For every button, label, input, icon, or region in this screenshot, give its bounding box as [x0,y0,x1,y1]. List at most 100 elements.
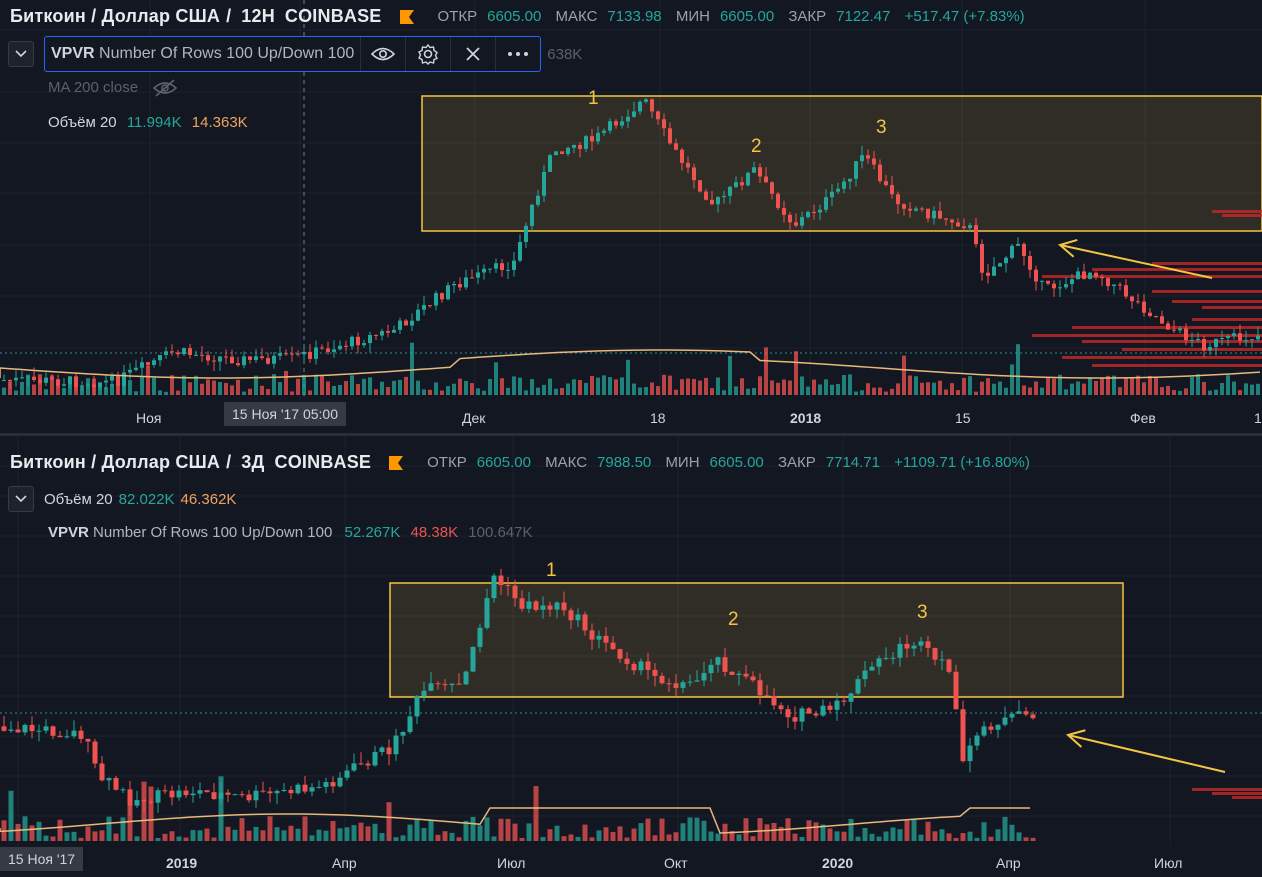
interval-label[interactable]: 3Д [241,452,265,472]
vpvr-legend-row: VPVR Number Of Rows 100 Up/Down 100 638K [8,36,582,72]
candle-body [182,348,186,355]
candle-body [662,119,666,129]
candle-body [1136,301,1140,303]
volume-label[interactable]: Объём 20 [44,490,113,508]
flag-icon[interactable] [387,455,405,471]
volume-bar [68,379,72,395]
vpvr-legend[interactable]: VPVR Number Of Rows 100 Up/Down 100 52.2… [48,524,533,541]
pane-divider[interactable] [0,433,1262,436]
candle-body [740,182,744,186]
candle-body [281,789,287,792]
volume-profile-bar [1032,334,1262,337]
volume-bar [64,832,70,841]
x-tick: Апр [996,855,1021,871]
volume-bar [176,390,180,395]
volume-bar [974,837,980,841]
candle-body [44,377,48,383]
candle-body [1154,315,1158,317]
volume-bar [512,376,516,395]
volume-bar [344,381,348,395]
volume-bar [356,384,360,395]
candle-body [254,356,258,360]
candle-body [524,225,528,243]
volume-bar [946,833,952,841]
candle-body [686,162,690,168]
candle-body [956,222,960,227]
candle-body [710,199,714,205]
more-options-button[interactable] [495,37,540,71]
symbol-title[interactable]: Биткоин / Доллар США [10,6,221,26]
flag-icon[interactable] [398,9,416,25]
candle-body [393,735,399,755]
volume-bar [141,781,147,841]
volume-bar [206,379,210,395]
candle-body [862,670,868,680]
moving-average-line [0,807,1030,834]
candle-body [494,263,498,269]
price-plot-12h[interactable] [0,0,1262,433]
volume-bar [225,826,231,841]
volume-bar [170,375,174,395]
volume-bar [904,820,910,841]
volume-bar [589,837,595,841]
volume-bar [986,378,990,395]
change-value: +517.47 (+7.83%) [904,8,1025,25]
x-tick: 1 [1254,410,1262,426]
ma-label: MA 200 close [48,78,139,96]
chart-pane-3d[interactable]: Биткоин / Доллар США / 3Д COINBASE ОТКР 6… [0,436,1262,877]
vpvr-indicator-legend[interactable]: VPVR Number Of Rows 100 Up/Down 100 [44,36,542,72]
remove-indicator-button[interactable] [450,37,495,71]
volume-bar [20,381,24,395]
candle-body [980,244,984,273]
volume-bar [980,381,984,395]
candle-body [128,369,132,373]
volume-bar [1112,375,1116,395]
volume-bar [944,389,948,395]
candle-body [824,197,828,210]
candle-body [266,358,270,364]
candle-body [638,661,644,671]
volume-bar [883,831,889,841]
candle-body [1002,717,1008,725]
candle-body [330,782,336,787]
candle-body [295,784,301,794]
symbol-title[interactable]: Биткоин / Доллар США [10,452,221,472]
candle-body [272,355,276,364]
volume-bar [393,837,399,841]
settings-button[interactable] [405,37,450,71]
candle-body [278,353,282,356]
volume-bar [716,377,720,395]
volume-bar [603,827,609,841]
candle-body [484,598,490,628]
volume-legend[interactable]: Объём 20 11.994K 14.363K [48,114,248,131]
time-axis-bg [0,400,1262,433]
eye-hidden-icon[interactable] [152,78,178,98]
candle-body [1082,271,1086,279]
candle-body [246,794,252,801]
x-tick: 2020 [822,855,854,871]
candle-body [692,167,696,181]
volume-profile-bar [1172,300,1262,303]
candle-body [1208,347,1212,351]
volume-bar [1142,382,1146,395]
candle-body [968,225,972,229]
price-plot-3d[interactable] [0,436,1262,877]
volume-bar [505,818,511,841]
volume-bar [71,831,77,841]
candle-body [1130,296,1134,302]
chart-pane-12h[interactable]: Биткоин / Доллар США / 12H COINBASE ОТКР… [0,0,1262,433]
volume-bar [812,379,816,395]
ma-legend[interactable]: MA 200 close [48,78,178,98]
visibility-button[interactable] [360,37,405,71]
interval-label[interactable]: 12H [241,6,275,26]
candle-body [414,696,420,717]
volume-bar [1100,377,1104,395]
symbol-legend: Биткоин / Доллар США / 3Д COINBASE ОТКР 6… [10,452,1040,473]
volume-bar [272,374,276,395]
collapse-legend-button[interactable] [8,41,34,67]
collapse-legend-button[interactable] [8,486,34,512]
candle-body [743,673,749,677]
candle-body [848,178,852,182]
volume-bar [1136,375,1140,395]
volume-bar [962,377,966,395]
